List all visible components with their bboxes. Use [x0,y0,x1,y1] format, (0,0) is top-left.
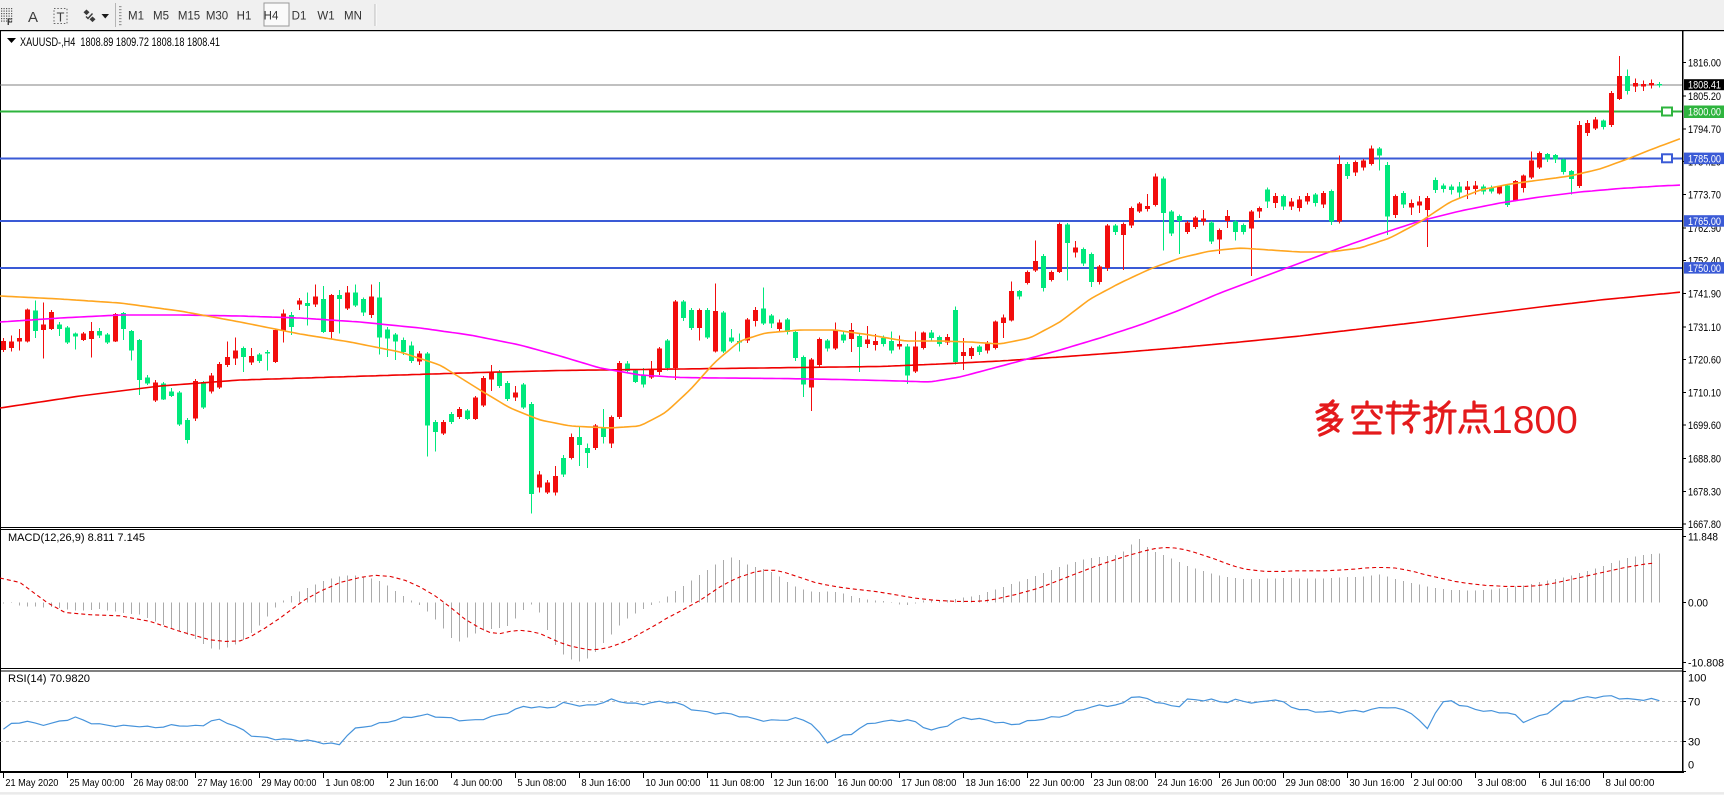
svg-text:1667.80: 1667.80 [1688,519,1721,531]
svg-text:30 Jun 16:00: 30 Jun 16:00 [1349,777,1404,789]
svg-text:29 Jun 08:00: 29 Jun 08:00 [1285,777,1340,789]
svg-text:1808.41: 1808.41 [1688,80,1721,92]
svg-text:22 Jun 00:00: 22 Jun 00:00 [1029,777,1084,789]
svg-text:0.00: 0.00 [1688,598,1708,610]
svg-text:1750.00: 1750.00 [1688,263,1721,275]
svg-text:M5: M5 [153,11,169,23]
svg-text:F: F [7,17,13,27]
svg-text:23 Jun 08:00: 23 Jun 08:00 [1093,777,1148,789]
svg-text:XAUUSD-,H4 1808.89 1809.72 18: XAUUSD-,H4 1808.89 1809.72 1808.18 1808.… [20,35,220,49]
svg-text:2 Jun 16:00: 2 Jun 16:00 [389,777,438,789]
svg-text:4 Jun 00:00: 4 Jun 00:00 [453,777,502,789]
svg-text:5 Jun 08:00: 5 Jun 08:00 [517,777,566,789]
svg-text:1785.00: 1785.00 [1688,153,1721,165]
svg-text:8 Jun 16:00: 8 Jun 16:00 [581,777,630,789]
svg-text:M30: M30 [206,11,228,23]
svg-text:25 May 00:00: 25 May 00:00 [69,777,124,789]
svg-text:1800: 1800 [1491,399,1578,442]
svg-text:1816.00: 1816.00 [1688,58,1721,70]
svg-text:100: 100 [1688,673,1706,685]
svg-text:10 Jun 00:00: 10 Jun 00:00 [645,777,700,789]
svg-text:11 Jun 08:00: 11 Jun 08:00 [709,777,764,789]
svg-text:12 Jun 16:00: 12 Jun 16:00 [773,777,828,789]
svg-text:M15: M15 [178,11,200,23]
svg-text:29 May 00:00: 29 May 00:00 [261,777,316,789]
svg-text:H1: H1 [237,11,252,23]
svg-text:A: A [28,9,38,26]
svg-text:H4: H4 [264,11,279,23]
svg-text:1720.60: 1720.60 [1688,355,1721,367]
svg-text:T: T [57,10,65,25]
svg-text:26 May 08:00: 26 May 08:00 [133,777,188,789]
svg-text:1710.10: 1710.10 [1688,387,1721,399]
svg-text:M1: M1 [128,11,144,23]
svg-text:11.848: 11.848 [1688,532,1718,544]
svg-text:1805.20: 1805.20 [1688,91,1721,103]
svg-text:MACD(12,26,9) 8.811 7.145: MACD(12,26,9) 8.811 7.145 [8,532,145,544]
svg-text:1731.10: 1731.10 [1688,322,1721,334]
svg-text:1800.00: 1800.00 [1688,107,1721,119]
svg-text:1773.70: 1773.70 [1688,189,1721,201]
svg-text:1678.30: 1678.30 [1688,486,1721,498]
svg-text:70: 70 [1688,697,1700,709]
svg-text:RSI(14) 70.9820: RSI(14) 70.9820 [8,673,90,685]
svg-text:1 Jun 08:00: 1 Jun 08:00 [325,777,374,789]
svg-text:17 Jun 08:00: 17 Jun 08:00 [901,777,956,789]
svg-text:1699.60: 1699.60 [1688,420,1721,432]
svg-text:2 Jul 00:00: 2 Jul 00:00 [1413,777,1462,789]
svg-text:1794.70: 1794.70 [1688,124,1721,136]
svg-text:8 Jul 00:00: 8 Jul 00:00 [1605,777,1654,789]
svg-text:D1: D1 [292,11,307,23]
svg-text:1688.80: 1688.80 [1688,454,1721,466]
svg-text:1741.90: 1741.90 [1688,288,1721,300]
svg-text:W1: W1 [317,11,334,23]
svg-text:3 Jul 08:00: 3 Jul 08:00 [1477,777,1526,789]
svg-text:24 Jun 16:00: 24 Jun 16:00 [1157,777,1212,789]
svg-text:18 Jun 16:00: 18 Jun 16:00 [965,777,1020,789]
svg-text:21 May 2020: 21 May 2020 [5,777,58,789]
svg-text:27 May 16:00: 27 May 16:00 [197,777,252,789]
svg-text:26 Jun 00:00: 26 Jun 00:00 [1221,777,1276,789]
svg-text:MN: MN [344,11,362,23]
svg-text:1765.00: 1765.00 [1688,216,1721,228]
svg-text:30: 30 [1688,737,1700,749]
svg-text:6 Jul 16:00: 6 Jul 16:00 [1541,777,1590,789]
svg-text:0: 0 [1688,760,1694,772]
svg-text:-10.808: -10.808 [1688,658,1724,670]
svg-text:16 Jun 00:00: 16 Jun 00:00 [837,777,892,789]
